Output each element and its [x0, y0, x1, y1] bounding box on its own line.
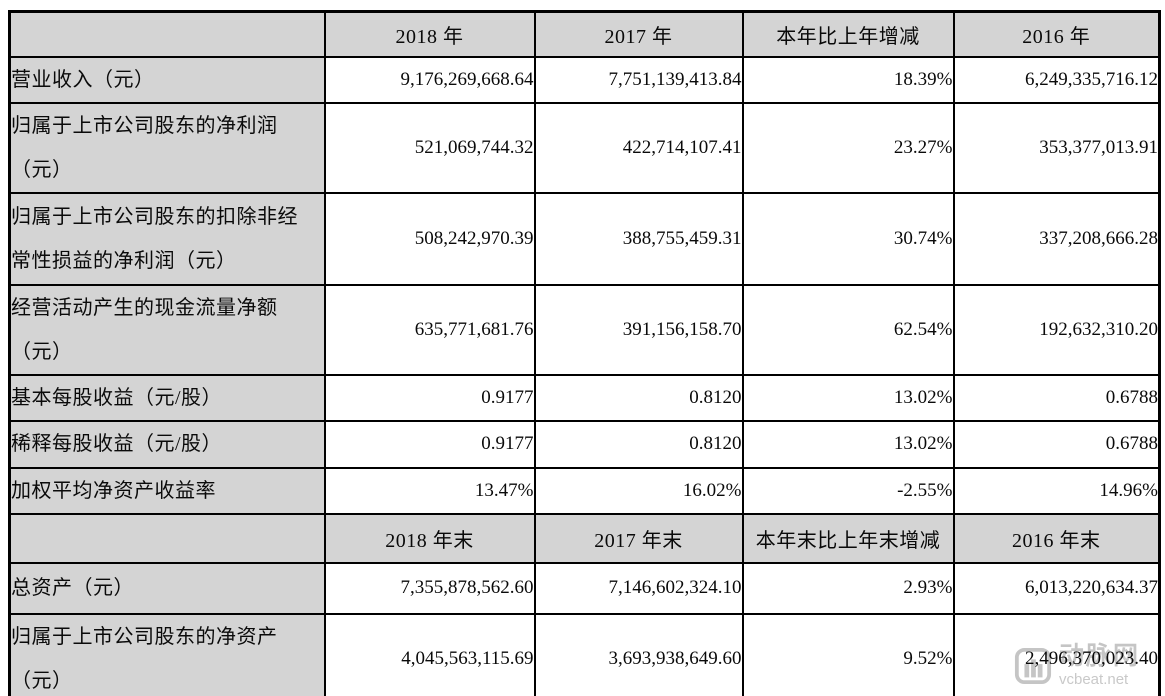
value-yoy-change: 13.02% — [741, 373, 955, 422]
value-2018: 9,176,269,668.64 — [323, 55, 536, 104]
key-financials-table: 2018 年 2017 年 本年比上年增减 2016 年 营业收入（元） 9,1… — [8, 10, 1161, 696]
column-header-2017-yearend: 2017 年末 — [533, 512, 744, 564]
yearend-header-row: 2018 年末 2017 年末 本年末比上年末增减 2016 年末 — [8, 512, 1161, 564]
value-2016: 6,249,335,716.12 — [952, 55, 1161, 104]
value-2017: 0.8120 — [533, 419, 744, 469]
column-header-2018: 2018 年 — [323, 10, 536, 58]
value-2018: 4,045,563,115.69 — [323, 612, 536, 696]
value-2017: 7,146,602,324.10 — [533, 561, 744, 615]
column-header-2016: 2016 年 — [952, 10, 1161, 58]
table-row-weighted-avg-roe: 加权平均净资产收益率 13.47% 16.02% -2.55% 14.96% — [8, 466, 1161, 515]
annual-header-row: 2018 年 2017 年 本年比上年增减 2016 年 — [8, 10, 1161, 58]
table-row-revenue: 营业收入（元） 9,176,269,668.64 7,751,139,413.8… — [8, 55, 1161, 104]
row-label: 归属于上市公司股东的扣除非经 常性损益的净利润（元） — [8, 191, 326, 286]
row-label: 归属于上市公司股东的净利润 （元） — [8, 101, 326, 194]
value-yoy-change: 30.74% — [741, 191, 955, 286]
value-2016: 337,208,666.28 — [952, 191, 1161, 286]
value-2016: 2,496,370,023.40 — [952, 612, 1161, 696]
value-2016: 0.6788 — [952, 373, 1161, 422]
value-2018: 7,355,878,562.60 — [323, 561, 536, 615]
row-label: 加权平均净资产收益率 — [8, 466, 326, 515]
row-label: 总资产（元） — [8, 561, 326, 615]
table-row-operating-cash-flow: 经营活动产生的现金流量净额 （元） 635,771,681.76 391,156… — [8, 283, 1161, 376]
value-2018: 0.9177 — [323, 419, 536, 469]
table-row-basic-eps: 基本每股收益（元/股） 0.9177 0.8120 13.02% 0.6788 — [8, 373, 1161, 422]
value-2016: 0.6788 — [952, 419, 1161, 469]
value-2017: 422,714,107.41 — [533, 101, 744, 194]
column-header-2016-yearend: 2016 年末 — [952, 512, 1161, 564]
value-2018: 521,069,744.32 — [323, 101, 536, 194]
value-2016: 14.96% — [952, 466, 1161, 515]
value-yoy-change: 23.27% — [741, 101, 955, 194]
value-2017: 7,751,139,413.84 — [533, 55, 744, 104]
value-yoy-change: 62.54% — [741, 283, 955, 376]
corner-cell — [8, 10, 326, 58]
value-2018: 635,771,681.76 — [323, 283, 536, 376]
value-2017: 3,693,938,649.60 — [533, 612, 744, 696]
value-2017: 16.02% — [533, 466, 744, 515]
column-header-yoy-change: 本年比上年增减 — [741, 10, 955, 58]
value-yoy-change: 18.39% — [741, 55, 955, 104]
corner-cell — [8, 512, 326, 564]
table-row-diluted-eps: 稀释每股收益（元/股） 0.9177 0.8120 13.02% 0.6788 — [8, 419, 1161, 469]
value-yoy-change: 13.02% — [741, 419, 955, 469]
value-2017: 0.8120 — [533, 373, 744, 422]
table-row-net-assets: 归属于上市公司股东的净资产 （元） 4,045,563,115.69 3,693… — [8, 612, 1161, 696]
table-row-total-assets: 总资产（元） 7,355,878,562.60 7,146,602,324.10… — [8, 561, 1161, 615]
value-2017: 388,755,459.31 — [533, 191, 744, 286]
table-row-net-profit: 归属于上市公司股东的净利润 （元） 521,069,744.32 422,714… — [8, 101, 1161, 194]
column-header-yearend-change: 本年末比上年末增减 — [741, 512, 955, 564]
row-label: 营业收入（元） — [8, 55, 326, 104]
column-header-2017: 2017 年 — [533, 10, 744, 58]
table-row-net-profit-excl-nonrecurring: 归属于上市公司股东的扣除非经 常性损益的净利润（元） 508,242,970.3… — [8, 191, 1161, 286]
column-header-2018-yearend: 2018 年末 — [323, 512, 536, 564]
value-2018: 0.9177 — [323, 373, 536, 422]
value-2018: 508,242,970.39 — [323, 191, 536, 286]
row-label: 稀释每股收益（元/股） — [8, 419, 326, 469]
value-2016: 192,632,310.20 — [952, 283, 1161, 376]
row-label: 经营活动产生的现金流量净额 （元） — [8, 283, 326, 376]
value-2016: 6,013,220,634.37 — [952, 561, 1161, 615]
value-yoy-change: -2.55% — [741, 466, 955, 515]
row-label: 归属于上市公司股东的净资产 （元） — [8, 612, 326, 696]
value-2018: 13.47% — [323, 466, 536, 515]
value-yoy-change: 9.52% — [741, 612, 955, 696]
row-label: 基本每股收益（元/股） — [8, 373, 326, 422]
value-2017: 391,156,158.70 — [533, 283, 744, 376]
value-yoy-change: 2.93% — [741, 561, 955, 615]
value-2016: 353,377,013.91 — [952, 101, 1161, 194]
